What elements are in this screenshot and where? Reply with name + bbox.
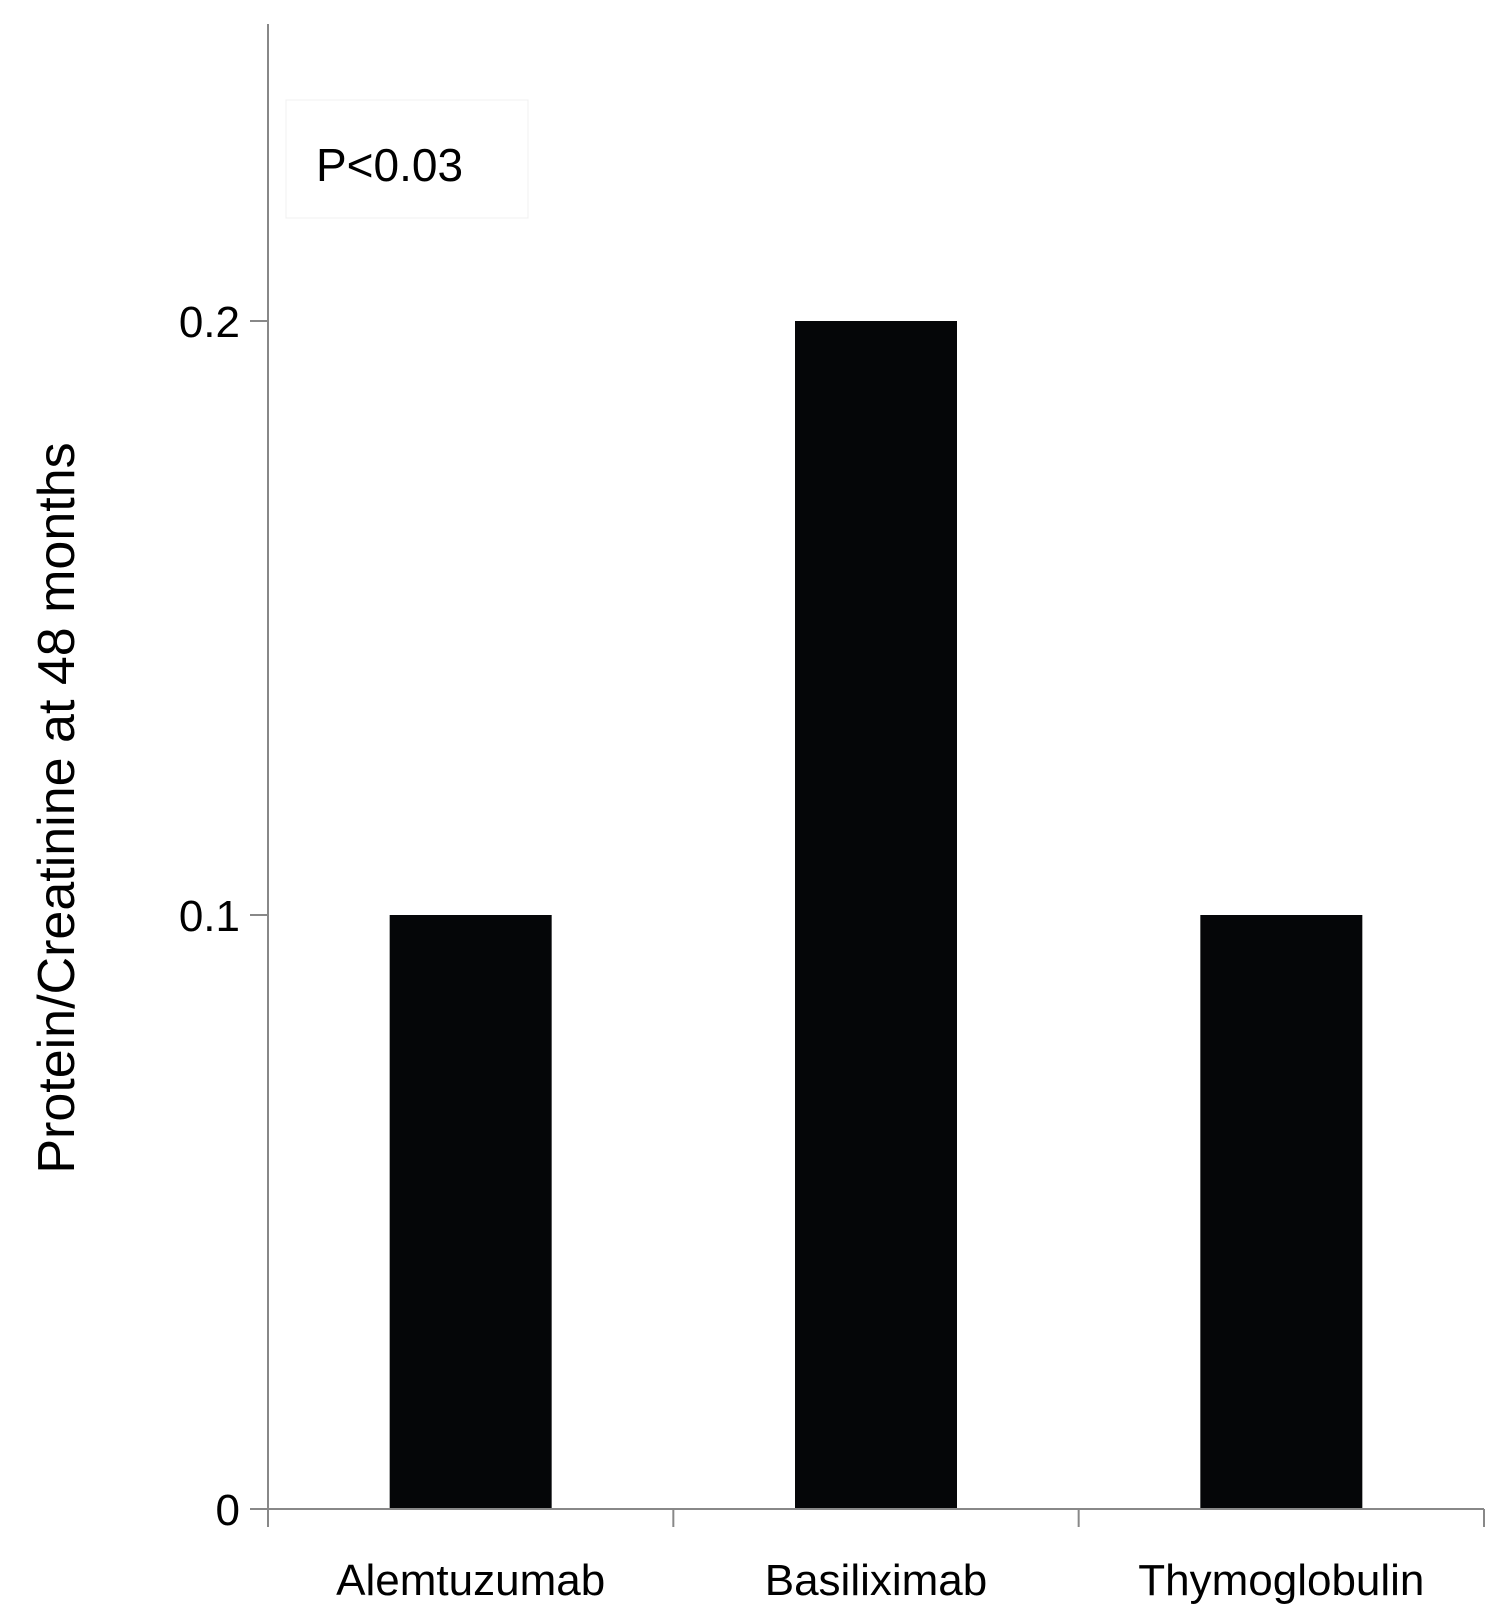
p-value-annotation: P<0.03 xyxy=(316,139,463,191)
x-category-label: Basiliximab xyxy=(765,1556,988,1605)
annotation-box-frame xyxy=(285,99,529,219)
x-category-label: Alemtuzumab xyxy=(336,1556,605,1605)
bars-group xyxy=(389,321,1363,1509)
y-axis-label: Protein/Creatinine at 48 months xyxy=(28,442,86,1173)
y-tick-label: 0 xyxy=(216,1486,240,1535)
axes-group xyxy=(267,24,1485,1527)
x-category-label: Thymoglobulin xyxy=(1138,1556,1424,1605)
bar-basiliximab xyxy=(795,321,957,1509)
y-tick-label: 0.2 xyxy=(179,298,240,347)
bar-thymoglobulin xyxy=(1200,915,1363,1509)
p-value-annotation-box: P<0.03 xyxy=(285,99,529,219)
y-ticks-group: 0 0.1 0.2 xyxy=(179,298,268,1535)
y-tick-label: 0.1 xyxy=(179,892,240,941)
x-labels-group: Alemtuzumab Basiliximab Thymoglobulin xyxy=(336,1556,1424,1605)
bar-alemtuzumab xyxy=(389,915,552,1509)
